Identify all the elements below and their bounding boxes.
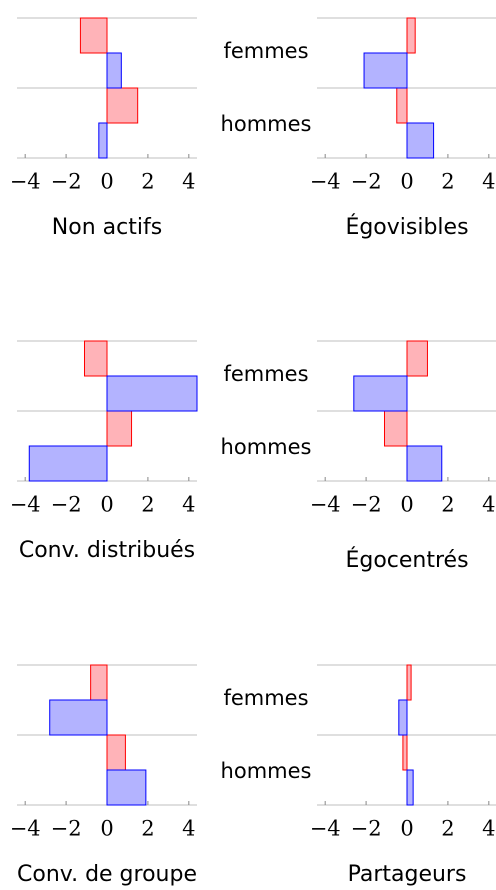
category-label: hommes <box>221 435 312 459</box>
category-label: femmes <box>223 686 308 710</box>
bar <box>98 122 108 159</box>
panel-title: Non actifs <box>52 215 162 240</box>
bar <box>363 52 408 89</box>
bar <box>84 340 108 377</box>
x-tick-label: 0 <box>100 170 113 194</box>
bar <box>106 87 139 124</box>
category-label: femmes <box>223 39 308 63</box>
bar <box>406 122 435 159</box>
bar <box>384 410 408 447</box>
x-tick-label: 0 <box>400 817 413 841</box>
bar <box>106 52 122 89</box>
x-tick-label: 4 <box>482 170 495 194</box>
bar <box>406 17 416 54</box>
x-tick-label: −2 <box>351 817 382 841</box>
bar <box>398 699 408 736</box>
bar <box>106 769 147 806</box>
panel-title: Égovisibles <box>345 214 468 240</box>
x-tick-label: 2 <box>141 170 154 194</box>
bar <box>79 17 108 54</box>
bar <box>406 769 414 806</box>
bar <box>406 445 443 482</box>
bar <box>106 734 126 771</box>
x-tick-label: 2 <box>441 170 454 194</box>
x-tick-label: −4 <box>310 170 341 194</box>
x-tick-label: −2 <box>351 493 382 517</box>
bar <box>396 87 408 124</box>
bar <box>28 445 108 482</box>
x-tick-label: −2 <box>51 170 82 194</box>
category-label: hommes <box>221 112 312 136</box>
x-tick-label: 0 <box>400 493 413 517</box>
bar <box>402 734 408 771</box>
x-tick-label: 0 <box>100 493 113 517</box>
bar <box>406 340 428 377</box>
x-tick-label: 4 <box>182 817 195 841</box>
bar <box>353 375 408 412</box>
category-label: hommes <box>221 759 312 783</box>
x-tick-label: −4 <box>310 817 341 841</box>
panel-title: Conv. distribués <box>19 538 195 563</box>
x-tick-label: −2 <box>51 493 82 517</box>
x-tick-label: −4 <box>10 493 41 517</box>
panel-title: Partageurs <box>348 862 467 887</box>
x-tick-label: 0 <box>100 817 113 841</box>
panel-title: Conv. de groupe <box>17 862 197 887</box>
x-tick-label: −4 <box>310 493 341 517</box>
category-label: femmes <box>223 362 308 386</box>
x-tick-label: 2 <box>441 493 454 517</box>
bar <box>106 375 198 412</box>
x-tick-label: −4 <box>10 170 41 194</box>
x-tick-label: 2 <box>141 817 154 841</box>
x-tick-label: 2 <box>441 817 454 841</box>
x-tick-label: 4 <box>482 817 495 841</box>
bar <box>406 664 412 701</box>
panel-title: Égocentrés <box>345 547 468 573</box>
x-tick-label: 2 <box>141 493 154 517</box>
x-tick-label: −4 <box>10 817 41 841</box>
bar <box>90 664 108 701</box>
x-tick-label: −2 <box>351 170 382 194</box>
x-tick-label: 4 <box>182 493 195 517</box>
bar <box>106 410 133 447</box>
x-tick-label: 0 <box>400 170 413 194</box>
x-tick-label: 4 <box>482 493 495 517</box>
bar <box>49 699 108 736</box>
x-tick-label: −2 <box>51 817 82 841</box>
x-tick-label: 4 <box>182 170 195 194</box>
